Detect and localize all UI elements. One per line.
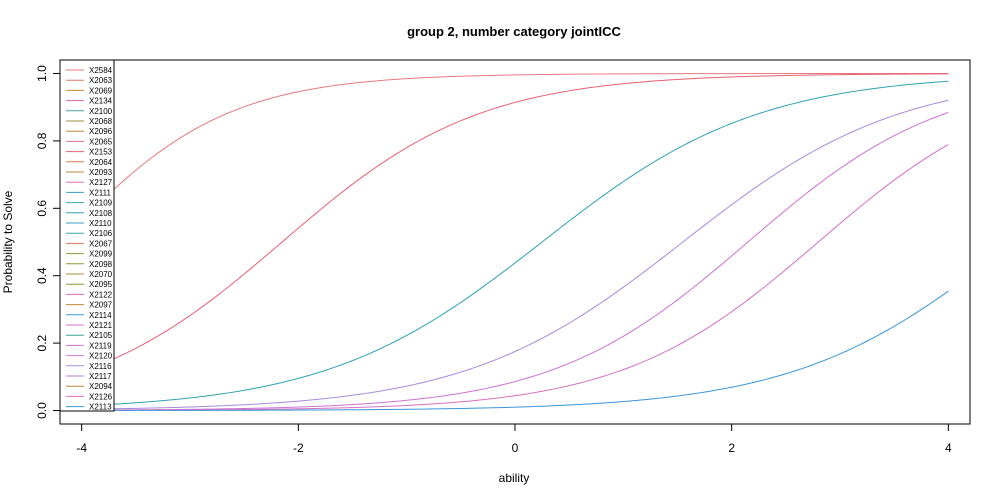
legend-entry: X2096 [66, 127, 113, 136]
legend-label: X2113 [89, 403, 112, 412]
legend-entry: X2108 [66, 209, 113, 218]
plot-frame [59, 59, 971, 425]
series-line [81, 99, 949, 410]
legend-label: X2584 [89, 66, 113, 75]
legend-entry: X2126 [66, 392, 113, 401]
series-line [81, 144, 949, 411]
legend-label: X2106 [89, 229, 113, 238]
legend-entry: X2095 [66, 280, 113, 289]
legend-entry: X2065 [66, 137, 113, 146]
y-tick-label: 0.4 [35, 267, 49, 284]
legend-label: X2105 [89, 331, 113, 340]
series-line [81, 73, 949, 373]
series-line [81, 111, 949, 411]
legend-entry: X2134 [66, 97, 113, 106]
series-line [81, 80, 949, 407]
legend-entry: X2098 [66, 260, 113, 269]
legend-entry: X2068 [66, 117, 113, 126]
legend-entry: X2106 [66, 229, 113, 238]
legend-entry: X2153 [66, 148, 113, 157]
legend-label: X2127 [89, 178, 113, 187]
legend-entry: X2113 [66, 403, 112, 412]
legend-label: X2096 [89, 127, 113, 136]
legend-label: X2063 [89, 76, 113, 85]
legend-entry: X2584 [66, 66, 113, 75]
legend-label: X2117 [89, 372, 112, 381]
legend-label: X2100 [89, 107, 113, 116]
y-tick-label: 1.0 [35, 65, 49, 82]
y-tick-label: 0.2 [35, 334, 49, 351]
y-tick-label: 0.0 [35, 402, 49, 419]
series-line [81, 72, 949, 221]
y-axis-label: Probability to Solve [1, 190, 15, 293]
legend-label: X2134 [89, 97, 113, 106]
legend-label: X2070 [89, 270, 113, 279]
y-tick-label: 0.6 [35, 200, 49, 217]
x-tick-label: 4 [945, 441, 952, 455]
y-axis: 0.0 0.2 0.4 0.6 0.8 1.0 [35, 65, 61, 419]
x-tick-label: -4 [76, 441, 87, 455]
legend-label: X2122 [89, 290, 113, 299]
legend-label: X2116 [89, 362, 112, 371]
legend-entry: X2121 [66, 321, 113, 330]
legend-entry: X2063 [66, 76, 113, 85]
legend-label: X2065 [89, 137, 113, 146]
legend-label: X2094 [89, 382, 113, 391]
legend-label: X2126 [89, 392, 113, 401]
y-tick-label: 0.8 [35, 132, 49, 149]
legend-entry: X2099 [66, 250, 113, 259]
x-tick-label: 2 [728, 441, 735, 455]
legend-entry: X2069 [66, 86, 113, 95]
legend-label: X2099 [89, 250, 113, 259]
legend-label: X2097 [89, 301, 113, 310]
legend-entry: X2110 [66, 219, 112, 228]
legend-label: X2114 [89, 311, 112, 320]
legend-label: X2093 [89, 168, 113, 177]
legend-label: X2121 [89, 321, 113, 330]
plot-area [59, 59, 971, 425]
legend-entry: X2116 [66, 362, 112, 371]
legend-entry: X2109 [66, 199, 113, 208]
legend-label: X2111 [89, 188, 111, 197]
legend-entry: X2117 [66, 372, 112, 381]
legend-entry: X2097 [66, 301, 113, 310]
legend-label: X2108 [89, 209, 113, 218]
legend-entry: X2119 [66, 341, 112, 350]
legend-entry: X2127 [66, 178, 113, 187]
legend-entry: X2111 [66, 188, 111, 197]
chart-title: group 2, number category jointICC [407, 24, 621, 39]
x-axis: -4 -2 0 2 4 [76, 423, 952, 455]
legend-label: X2119 [89, 341, 112, 350]
legend-label: X2153 [89, 148, 113, 157]
legend-entry: X2064 [66, 158, 113, 167]
series-line [81, 290, 949, 411]
series-layer [81, 72, 949, 411]
legend-entry: X2114 [66, 311, 112, 320]
legend-entry: X2094 [66, 382, 113, 391]
x-tick-label: 0 [512, 441, 519, 455]
x-tick-label: -2 [293, 441, 304, 455]
legend-entry: X2093 [66, 168, 113, 177]
legend-label: X2098 [89, 260, 113, 269]
legend-entry: X2120 [66, 352, 113, 361]
legend-entry: X2122 [66, 290, 113, 299]
x-axis-label: ability [499, 471, 530, 485]
legend-entry: X2105 [66, 331, 113, 340]
legend-label: X2069 [89, 86, 113, 95]
legend-box [59, 59, 115, 412]
legend-label: X2095 [89, 280, 113, 289]
legend-entry: X2070 [66, 270, 113, 279]
legend-label: X2120 [89, 352, 113, 361]
legend-label: X2110 [89, 219, 112, 228]
legend-label: X2109 [89, 199, 113, 208]
legend-label: X2064 [89, 158, 113, 167]
legend-entry: X2067 [66, 239, 113, 248]
legend-label: X2067 [89, 239, 113, 248]
legend-label: X2068 [89, 117, 113, 126]
legend-entry: X2100 [66, 107, 113, 116]
